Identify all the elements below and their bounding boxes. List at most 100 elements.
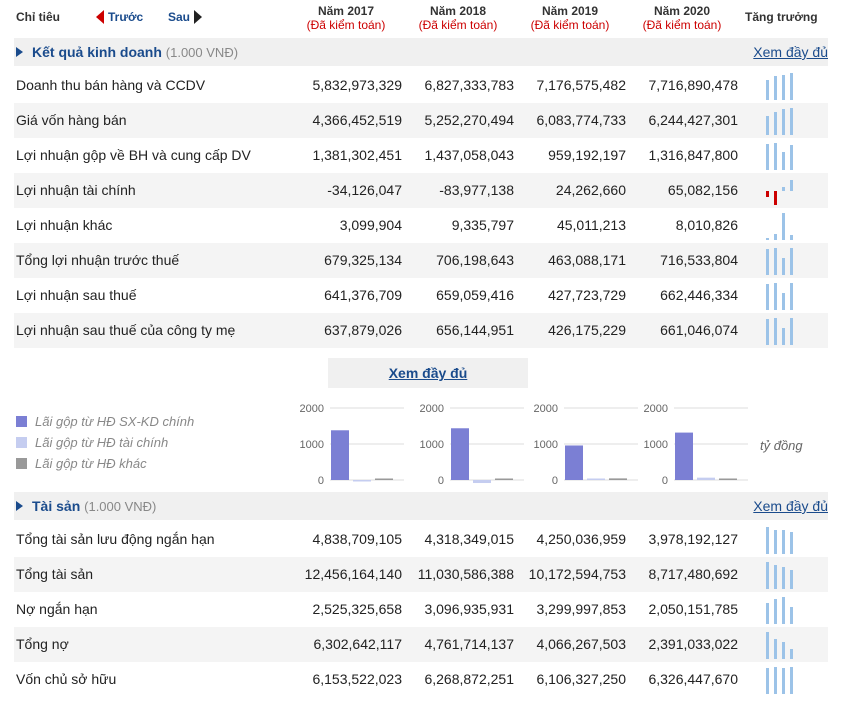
bar[interactable] — [697, 477, 715, 480]
growth-sparkline[interactable] — [764, 630, 828, 660]
bar[interactable] — [609, 478, 627, 480]
bar[interactable] — [495, 478, 513, 481]
view-full-button[interactable]: Xem đầy đủ — [328, 358, 528, 388]
chart-svg: 2000 1000 0 — [534, 403, 638, 487]
table-row: Lợi nhuận tài chính -34,126,047 -83,977,13… — [14, 173, 828, 208]
row-value: 4,066,267,503 — [536, 636, 626, 652]
table-row: Tổng tài sản 12,456,164,140 11,030,586,388… — [14, 557, 828, 592]
y-tick-label: 2000 — [644, 403, 668, 415]
row-value: 4,838,709,105 — [312, 531, 402, 547]
bar[interactable] — [473, 480, 491, 484]
mini-bar-chart: 2000 1000 0 — [296, 398, 408, 490]
row-value: -34,126,047 — [327, 182, 402, 198]
row-value: 2,050,151,785 — [648, 601, 738, 617]
growth-sparkline[interactable] — [764, 141, 828, 171]
growth-sparkline[interactable] — [764, 595, 828, 625]
arrow-right-icon — [194, 10, 203, 24]
bar[interactable] — [719, 478, 737, 481]
row-label: Tổng lợi nhuận trước thuế — [16, 252, 180, 268]
row-value: 7,176,575,482 — [536, 77, 626, 93]
year-header-2019: Năm 2019 (Đã kiểm toán) — [514, 4, 626, 32]
y-tick-label: 2000 — [300, 403, 324, 415]
row-label: Lợi nhuận khác — [16, 217, 113, 233]
legend-label: Lãi gộp từ HĐ SX-KD chính — [35, 414, 195, 429]
year-label: Năm 2020 — [653, 4, 711, 18]
growth-sparkline[interactable] — [764, 106, 828, 136]
sparkline-bar — [766, 603, 769, 624]
sparkline-bar — [790, 73, 793, 100]
arrow-left-icon — [96, 10, 104, 24]
row-value: 3,099,904 — [339, 217, 402, 233]
row-value: 6,106,327,250 — [536, 671, 626, 687]
bar[interactable] — [565, 445, 583, 480]
row-label: Lợi nhuận sau thuế — [16, 287, 137, 303]
sparkline-bar — [766, 80, 769, 100]
row-label: Tổng tài sản — [16, 566, 94, 582]
growth-header: Tăng trưởng — [745, 10, 818, 24]
mini-bar-chart: 2000 1000 0 — [416, 398, 528, 490]
sparkline-bar — [774, 191, 777, 205]
row-value: 641,376,709 — [324, 287, 402, 303]
audit-label: (Đã kiểm toán) — [642, 18, 722, 32]
sparkline-bar — [774, 565, 777, 589]
growth-sparkline[interactable] — [764, 281, 828, 311]
table-row: Nợ ngắn hạn 2,525,325,658 3,096,935,931 3,2… — [14, 592, 828, 627]
legend-item: Lãi gộp từ HĐ SX-KD chính — [16, 414, 194, 429]
view-full-link[interactable]: Xem đầy đủ — [753, 44, 828, 60]
growth-sparkline[interactable] — [764, 560, 828, 590]
table-row: Doanh thu bán hàng và CCDV 5,832,973,329 6… — [14, 68, 828, 103]
view-full-link[interactable]: Xem đầy đủ — [753, 498, 828, 514]
row-value: 9,335,797 — [451, 217, 514, 233]
table-row: Giá vốn hàng bán 4,366,452,519 5,252,270,4… — [14, 103, 828, 138]
legend-item: Lãi gộp từ HĐ khác — [16, 456, 147, 471]
y-tick-label: 0 — [552, 475, 558, 487]
next-button[interactable]: Sau — [168, 10, 203, 24]
audit-label: (Đã kiểm toán) — [306, 18, 386, 32]
growth-sparkline[interactable] — [764, 246, 828, 276]
sparkline-bar — [790, 667, 793, 694]
table-row: Lợi nhuận gộp về BH và cung cấp DV 1,381,… — [14, 138, 828, 173]
row-value: 7,716,890,478 — [648, 77, 738, 93]
row-value: 706,198,643 — [436, 252, 514, 268]
row-label: Lợi nhuận tài chính — [16, 182, 136, 198]
sparkline-bar — [766, 238, 769, 240]
sparkline-bar — [766, 668, 769, 694]
bar[interactable] — [375, 478, 393, 481]
growth-sparkline[interactable] — [764, 316, 828, 346]
growth-sparkline[interactable] — [764, 525, 828, 555]
row-label: Tổng nợ — [16, 636, 69, 652]
section-title[interactable]: Kết quả kinh doanh (1.000 VNĐ) — [32, 44, 239, 60]
row-label: Vốn chủ sở hữu — [16, 671, 117, 687]
growth-sparkline[interactable] — [764, 211, 828, 241]
sparkline-bar — [790, 248, 793, 275]
bar[interactable] — [675, 432, 693, 480]
row-value: 716,533,804 — [660, 252, 738, 268]
sparkline-bar — [774, 318, 777, 345]
sparkline-bar — [766, 527, 769, 554]
year-header-2017: Năm 2017 (Đã kiểm toán) — [290, 4, 402, 32]
bar[interactable] — [587, 478, 605, 481]
growth-sparkline[interactable] — [764, 176, 828, 206]
row-value: 1,381,302,451 — [312, 147, 402, 163]
row-value: 1,437,058,043 — [424, 147, 514, 163]
row-value: 4,250,036,959 — [536, 531, 626, 547]
sparkline-bar — [766, 191, 769, 197]
bar[interactable] — [331, 430, 349, 480]
growth-sparkline[interactable] — [764, 71, 828, 101]
sparkline-bar — [782, 293, 785, 310]
year-header-2020: Năm 2020 (Đã kiểm toán) — [626, 4, 738, 32]
sparkline-bar — [766, 632, 769, 659]
sparkline-bar — [790, 145, 793, 170]
row-value: 659,059,416 — [436, 287, 514, 303]
row-label: Doanh thu bán hàng và CCDV — [16, 77, 206, 93]
bar[interactable] — [353, 480, 371, 482]
bar[interactable] — [451, 428, 469, 480]
legend-swatch — [16, 437, 27, 448]
prev-button[interactable]: Trước — [96, 10, 143, 24]
table-row: Lợi nhuận sau thuế 641,376,709 659,059,416… — [14, 278, 828, 313]
year-label: Năm 2017 — [317, 4, 375, 18]
growth-sparkline[interactable] — [764, 665, 828, 695]
row-label: Lợi nhuận sau thuế của công ty mẹ — [16, 322, 236, 338]
section-title[interactable]: Tài sản (1.000 VNĐ) — [32, 498, 157, 514]
legend-swatch — [16, 458, 27, 469]
